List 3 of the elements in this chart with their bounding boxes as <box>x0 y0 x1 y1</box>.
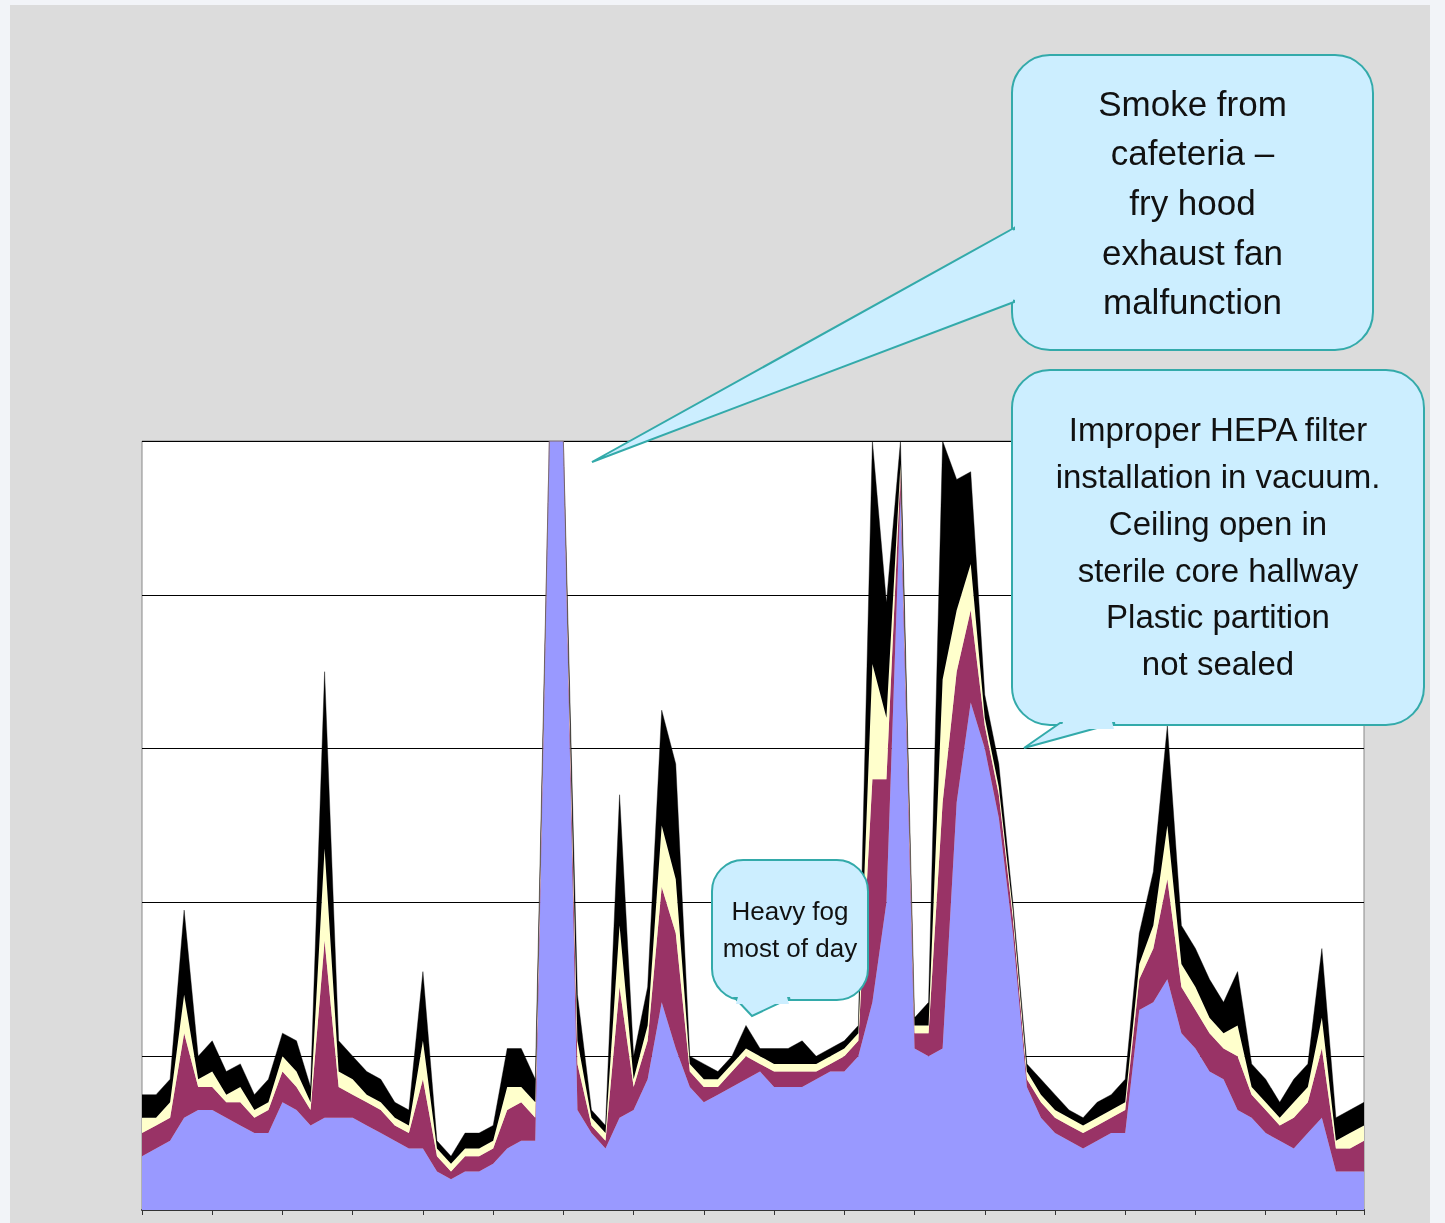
annotation: Improper HEPA filter installation in vacuum. Ceiling open in sterile core hallway Plastic partition not sealed <box>1054 410 1382 685</box>
annotation: Heavy fog most of day <box>721 895 859 965</box>
text: Smoke from cafeteria – fry hood exhaust fan malfunction <box>1097 82 1288 324</box>
